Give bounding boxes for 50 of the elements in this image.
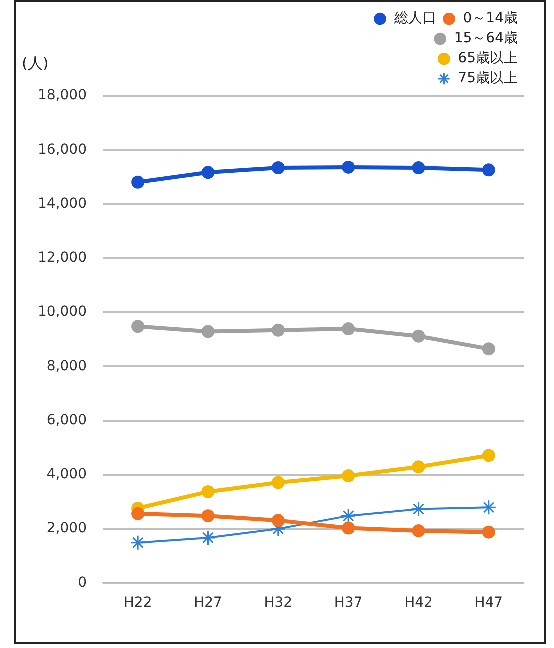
point [200, 530, 216, 546]
point [412, 524, 426, 538]
point [272, 324, 285, 337]
x-tick-label: H32 [264, 595, 293, 612]
y-tick-label: 16,000 [38, 142, 87, 158]
y-tick-label: 8,000 [46, 358, 87, 374]
point [272, 162, 285, 174]
point [272, 476, 285, 490]
point [412, 162, 426, 174]
point [482, 526, 496, 539]
point [202, 485, 215, 498]
legend-label: 総人口 [393, 10, 436, 27]
point [132, 176, 145, 189]
point [342, 470, 356, 483]
point [412, 460, 426, 474]
point [272, 514, 285, 528]
point [130, 535, 146, 551]
legend-label: 75歳以上 [458, 70, 518, 87]
legend-label: 0～14歳 [463, 10, 518, 27]
x-tick-label: H37 [334, 595, 363, 612]
point [132, 320, 145, 334]
y-tick-label: 2,000 [46, 520, 87, 537]
x-tick-label: H27 [194, 595, 222, 612]
point [340, 508, 356, 524]
legend-label: 15～64歳 [454, 30, 518, 47]
y-tick-label: 10,000 [38, 304, 87, 320]
y-tick-label: 18,000 [38, 88, 87, 104]
point [482, 164, 496, 177]
point [342, 322, 356, 336]
point [482, 449, 496, 462]
point [482, 342, 496, 356]
point [342, 160, 356, 174]
y-tick-label: 14,000 [38, 196, 87, 212]
y-axis-title: (人) [22, 54, 49, 72]
point [132, 507, 145, 520]
point [202, 166, 215, 180]
point [202, 325, 215, 338]
point [412, 330, 426, 343]
point [202, 510, 215, 523]
x-tick-label: H42 [404, 595, 433, 612]
point [481, 500, 497, 516]
point [410, 502, 426, 518]
y-tick-label: 12,000 [38, 250, 87, 266]
point [342, 522, 356, 535]
x-tick-label: H22 [124, 595, 152, 612]
legend-label: 65歳以上 [458, 50, 518, 67]
y-tick-label: 4,000 [46, 466, 87, 483]
y-tick-label: 0 [78, 574, 87, 591]
y-tick-label: 6,000 [46, 412, 87, 428]
x-tick-label: H47 [474, 595, 504, 612]
